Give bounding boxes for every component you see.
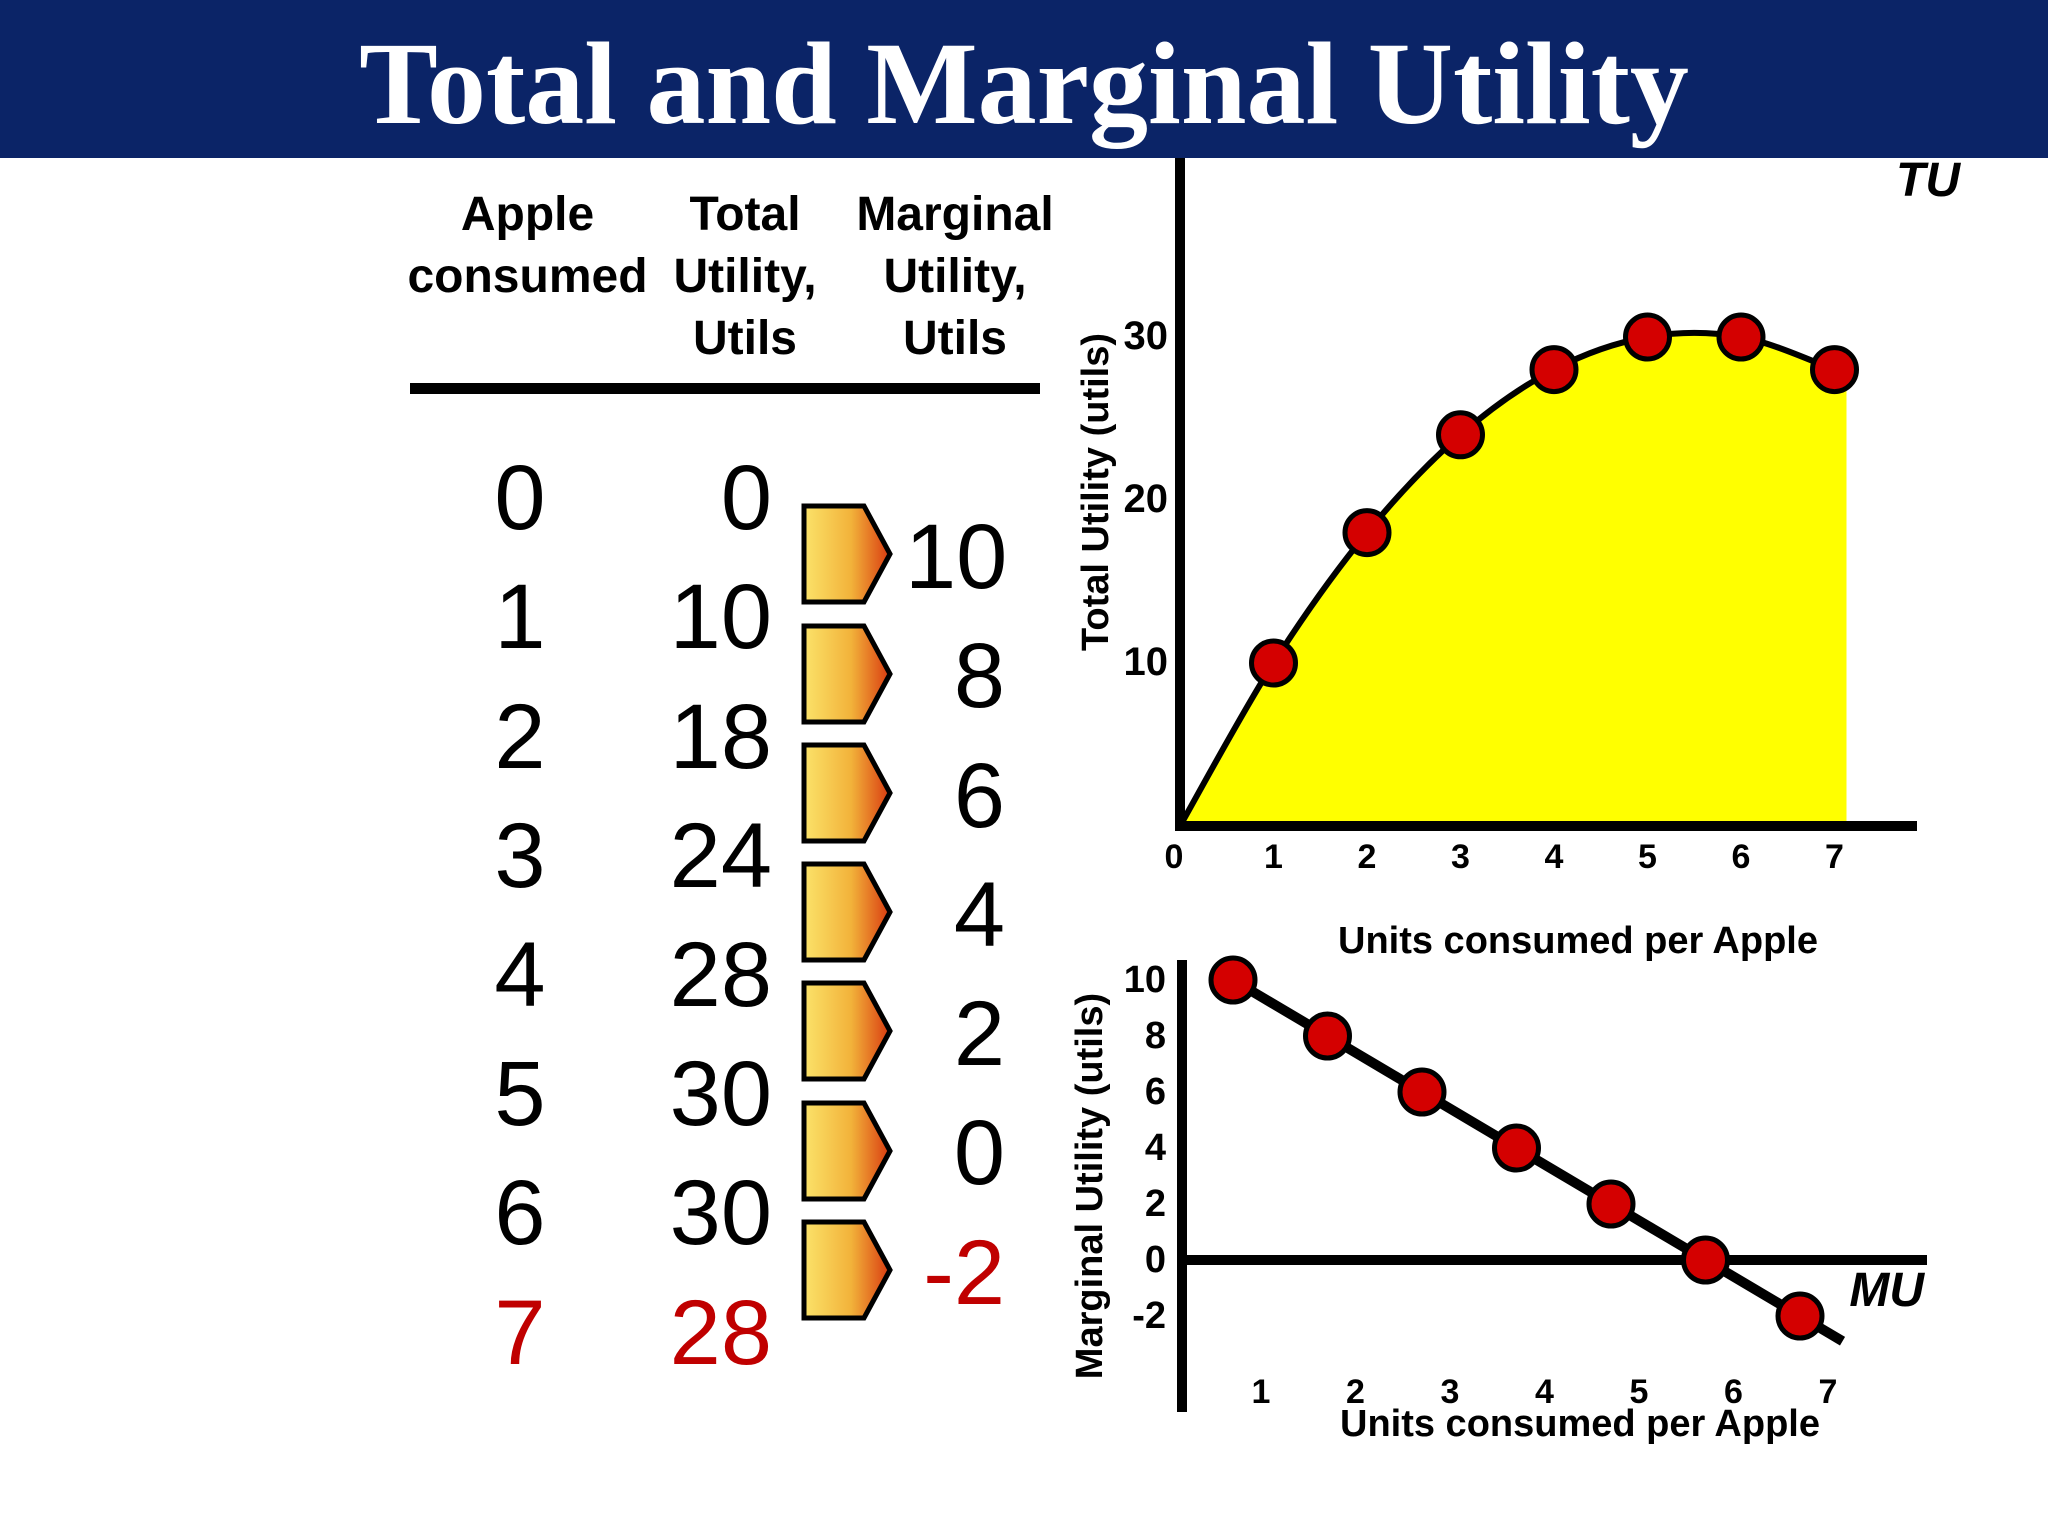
tu-y-tick-label: 30	[1124, 314, 1169, 358]
tu-y-axis-label: Total Utility (utils)	[1075, 333, 1117, 651]
tu-x-tick-label: 5	[1638, 838, 1657, 876]
tu-x-axis-label: Units consumed per Apple	[1338, 920, 1818, 962]
mu-data-point	[1208, 955, 1258, 1005]
tu-data-point	[1342, 508, 1392, 558]
tu-x-tick-label: 0	[1165, 838, 1184, 876]
mu-x-tick-label: 6	[1724, 1373, 1743, 1411]
mu-x-tick-label: 7	[1819, 1373, 1838, 1411]
apple-cell: 3	[494, 805, 546, 907]
tu-data-point	[1436, 410, 1485, 460]
apple-cell: 1	[494, 566, 546, 668]
mu-x-axis-label: Units consumed per Apple	[1340, 1403, 1820, 1445]
tu-data-point	[1249, 638, 1298, 688]
mu-x-tick-label: 5	[1630, 1373, 1649, 1411]
header-marginal-utility: Marginal Utility, Utils	[845, 184, 1065, 370]
mu-x-tick-label: 3	[1441, 1373, 1460, 1411]
total-utility-cell: 0	[720, 447, 772, 549]
arrow-right-icon	[801, 623, 893, 725]
mu-y-tick-label: 4	[1145, 1127, 1166, 1169]
arrow-right-icon	[801, 1100, 893, 1202]
mu-y-tick-label: 6	[1145, 1071, 1166, 1113]
title-bar: Total and Marginal Utility	[0, 0, 2048, 158]
tu-x-tick-label: 7	[1825, 838, 1844, 876]
tu-x-tick-label: 2	[1358, 838, 1377, 876]
mu-data-point	[1586, 1179, 1636, 1229]
tu-data-point	[1529, 345, 1579, 395]
header-marginal-line2: Utility,	[883, 250, 1027, 303]
mu-curve-label: MU	[1849, 1264, 1925, 1317]
total-utility-cell-highlighted: 28	[669, 1282, 772, 1384]
header-total-line3: Utils	[692, 312, 797, 365]
page-title: Total and Marginal Utility	[359, 18, 1689, 149]
header-apple-line1: Apple	[460, 188, 595, 241]
marginal-utility-cell: 6	[953, 745, 1005, 847]
mu-y-tick-label: -2	[1132, 1295, 1166, 1337]
mu-x-tick-label: 2	[1346, 1373, 1365, 1411]
mu-data-point	[1492, 1123, 1541, 1173]
total-utility-cell: 10	[669, 566, 772, 668]
arrow-right-icon	[801, 980, 893, 1082]
apple-cell-highlighted: 7	[494, 1282, 546, 1384]
header-marginal-line3: Utils	[902, 312, 1007, 365]
mu-y-tick-label: 2	[1145, 1183, 1166, 1225]
header-total-line1: Total	[689, 188, 801, 241]
table-header-rule	[410, 383, 1040, 394]
arrow-right-icon	[801, 861, 893, 963]
mu-data-point	[1303, 1011, 1352, 1061]
apple-cell: 6	[494, 1162, 546, 1264]
mu-data-point	[1775, 1291, 1825, 1341]
mu-y-tick-label: 8	[1145, 1015, 1166, 1057]
mu-data-point	[1397, 1067, 1447, 1117]
arrow-right-icon	[801, 1219, 893, 1321]
apple-cell: 4	[494, 924, 546, 1026]
mu-x-tick-label: 4	[1535, 1373, 1554, 1411]
marginal-utility-cell: 2	[953, 983, 1005, 1085]
tu-data-point	[1623, 312, 1672, 362]
tu-x-tick-label: 4	[1545, 838, 1564, 876]
mu-x-tick-label: 1	[1252, 1373, 1271, 1411]
header-apple-line2: consumed	[407, 250, 648, 303]
apple-cell: 5	[494, 1043, 546, 1145]
total-utility-cell: 30	[669, 1162, 772, 1264]
tu-curve-label: TU	[1896, 154, 1961, 207]
marginal-utility-cell: 4	[953, 864, 1005, 966]
total-utility-cell: 28	[669, 924, 772, 1026]
marginal-utility-cell: 0	[953, 1102, 1005, 1204]
total-utility-cell: 30	[669, 1043, 772, 1145]
tu-data-point	[1810, 345, 1859, 395]
tu-x-tick-label: 3	[1451, 838, 1470, 876]
mu-y-axis-label: Marginal Utility (utils)	[1069, 993, 1111, 1379]
mu-data-point	[1681, 1235, 1730, 1285]
header-total-utility: Total Utility, Utils	[660, 184, 830, 370]
marginal-utility-cell: 8	[953, 625, 1005, 727]
marginal-utility-cell: 10	[905, 506, 1008, 608]
tu-data-point	[1716, 312, 1766, 362]
tu-x-tick-label: 1	[1264, 838, 1283, 876]
marginal-utility-cell-highlighted: -2	[923, 1222, 1005, 1324]
mu-y-tick-label: 0	[1145, 1239, 1166, 1281]
tu-y-tick-label: 10	[1124, 640, 1169, 684]
mu-y-tick-label: 10	[1124, 959, 1166, 1001]
header-apple-consumed: Apple consumed	[395, 184, 660, 308]
arrow-right-icon	[801, 503, 893, 605]
tu-y-tick-label: 20	[1124, 477, 1169, 521]
apple-cell: 2	[494, 686, 546, 788]
total-utility-cell: 18	[669, 686, 772, 788]
header-marginal-line1: Marginal	[856, 188, 1054, 241]
apple-cell: 0	[494, 447, 546, 549]
total-utility-cell: 24	[669, 805, 772, 907]
arrow-right-icon	[801, 742, 893, 844]
tu-area-fill	[1180, 332, 1847, 826]
header-total-line2: Utility,	[673, 250, 817, 303]
tu-x-tick-label: 6	[1732, 838, 1751, 876]
